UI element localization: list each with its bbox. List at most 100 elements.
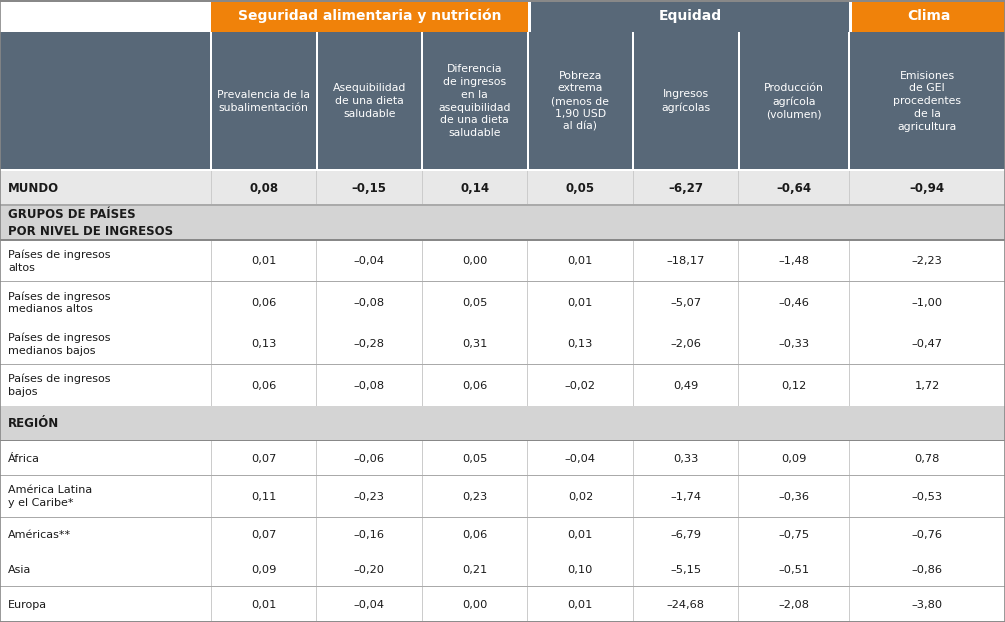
Text: –0,02: –0,02 [565,381,596,391]
Text: 0,49: 0,49 [673,381,698,391]
Bar [528,0,531,32]
Bar [0,475,1005,476]
Text: Países de ingresos
bajos: Países de ingresos bajos [8,374,111,397]
Bar [0,587,1005,622]
Text: Países de ingresos
medianos altos: Países de ingresos medianos altos [8,291,111,314]
Text: 0,07: 0,07 [251,530,276,540]
Bar [0,0,1005,1]
Bar [0,476,1005,518]
Bar [0,552,1005,587]
Text: Países de ingresos
medianos bajos: Países de ingresos medianos bajos [8,333,111,356]
Text: –0,06: –0,06 [354,453,385,463]
Text: –0,53: –0,53 [912,492,943,502]
Bar [0,169,1005,171]
Text: –0,08: –0,08 [354,298,385,308]
Text: 0,23: 0,23 [462,492,487,502]
Text: –0,16: –0,16 [354,530,385,540]
Bar [0,441,1005,476]
Text: 1,72: 1,72 [915,381,940,391]
Bar [0,365,1005,406]
Text: –0,04: –0,04 [354,256,385,266]
Bar [0,323,1005,365]
Text: Emisiones
de GEI
procedentes
de la
agricultura: Emisiones de GEI procedentes de la agric… [893,70,961,132]
Text: Equidad: Equidad [658,9,722,23]
Bar [210,32,212,171]
Bar [852,0,1005,32]
Text: 0,78: 0,78 [915,453,940,463]
Text: GRUPOS DE PAÍSES
POR NIVEL DE INGRESOS: GRUPOS DE PAÍSES POR NIVEL DE INGRESOS [8,208,173,238]
Text: –0,28: –0,28 [354,339,385,349]
Text: 0,06: 0,06 [251,381,276,391]
Bar [211,0,528,32]
Text: 0,05: 0,05 [462,298,487,308]
Text: 0,09: 0,09 [781,453,807,463]
Bar [632,32,634,171]
Text: –5,15: –5,15 [670,565,701,575]
Text: –6,27: –6,27 [668,182,704,195]
Text: 0,21: 0,21 [462,565,487,575]
Bar [531,0,849,32]
Text: 0,01: 0,01 [568,256,593,266]
Bar [316,32,318,171]
Text: 0,00: 0,00 [462,600,487,610]
Text: Producción
agrícola
(volumen): Producción agrícola (volumen) [764,83,824,119]
Text: –0,76: –0,76 [912,530,943,540]
Text: 0,10: 0,10 [568,565,593,575]
Text: América Latina
y el Caribe*: América Latina y el Caribe* [8,485,92,508]
Text: África: África [8,453,40,463]
Text: –2,08: –2,08 [779,600,809,610]
Text: –0,08: –0,08 [354,381,385,391]
Text: 0,13: 0,13 [251,339,276,349]
Bar [527,32,529,171]
Text: 0,33: 0,33 [673,453,698,463]
Text: –0,94: –0,94 [910,182,945,195]
Text: Asequibilidad
de una dieta
saludable: Asequibilidad de una dieta saludable [333,83,406,119]
Text: –5,07: –5,07 [670,298,701,308]
Bar [0,281,1005,282]
Text: REGIÓN: REGIÓN [8,417,59,430]
Text: –1,74: –1,74 [670,492,701,502]
Bar [0,32,1005,171]
Bar [848,32,850,171]
Text: –0,20: –0,20 [354,565,385,575]
Text: Américas**: Américas** [8,530,71,540]
Bar [0,282,1005,323]
Bar [421,32,423,171]
Text: –2,06: –2,06 [670,339,701,349]
Text: 0,06: 0,06 [462,530,487,540]
Text: 0,06: 0,06 [251,298,276,308]
Text: 0,11: 0,11 [251,492,276,502]
Text: –0,46: –0,46 [779,298,809,308]
Bar [0,241,1005,282]
Text: 0,01: 0,01 [251,600,276,610]
Text: –3,80: –3,80 [912,600,943,610]
Text: –0,23: –0,23 [354,492,385,502]
Bar [0,440,1005,441]
Text: 0,01: 0,01 [251,256,276,266]
Text: Clima: Clima [907,9,951,23]
Bar [0,406,1005,441]
Text: 0,08: 0,08 [249,182,278,195]
Text: 0,00: 0,00 [462,256,487,266]
Text: MUNDO: MUNDO [8,182,59,195]
Text: 0,31: 0,31 [462,339,487,349]
Text: 0,02: 0,02 [568,492,593,502]
Text: Países de ingresos
altos: Países de ingresos altos [8,249,111,273]
Text: –0,47: –0,47 [912,339,943,349]
Text: –0,75: –0,75 [779,530,809,540]
Bar [0,204,1005,206]
Bar [0,364,1005,365]
Text: Asia: Asia [8,565,31,575]
Text: –2,23: –2,23 [912,256,943,266]
Bar [0,621,1005,622]
Text: Ingresos
agrícolas: Ingresos agrícolas [661,90,711,113]
Text: –0,33: –0,33 [779,339,809,349]
Text: 0,09: 0,09 [251,565,276,575]
Text: –0,36: –0,36 [779,492,809,502]
Text: Seguridad alimentaria y nutrición: Seguridad alimentaria y nutrición [237,9,501,23]
Text: 0,01: 0,01 [568,600,593,610]
Bar [0,517,1005,518]
Bar [0,171,1005,206]
Bar [849,0,852,32]
Text: 0,13: 0,13 [568,339,593,349]
